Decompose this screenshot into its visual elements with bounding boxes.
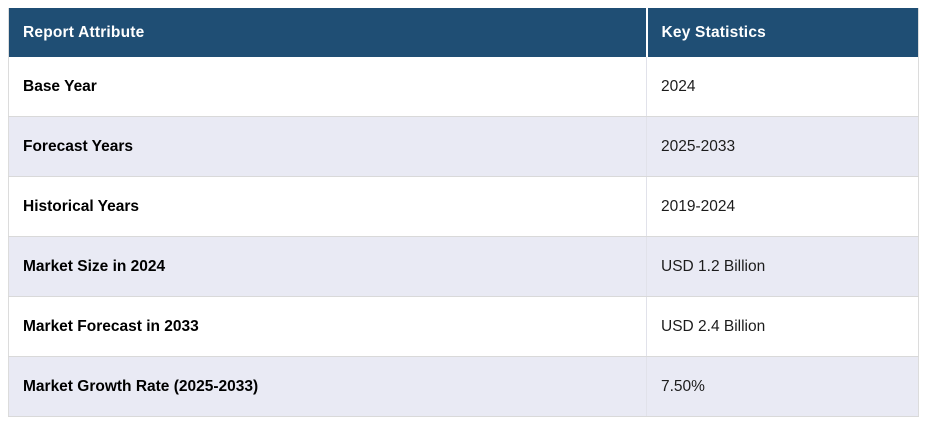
column-header-key-statistics: Key Statistics [645,8,919,57]
value-cell: USD 1.2 Billion [646,236,919,297]
table-row: Historical Years 2019-2024 [8,176,919,237]
attribute-cell: Forecast Years [8,116,647,177]
value-cell: 2019-2024 [646,176,919,237]
table-row: Base Year 2024 [8,57,919,117]
value-cell: 7.50% [646,356,919,417]
table-row: Forecast Years 2025-2033 [8,116,919,177]
table-row: Market Size in 2024 USD 1.2 Billion [8,236,919,297]
attribute-cell: Historical Years [8,176,647,237]
value-cell: 2024 [646,57,919,117]
attribute-cell: Market Forecast in 2033 [8,296,647,357]
table-row: Market Growth Rate (2025-2033) 7.50% [8,356,919,417]
value-cell: USD 2.4 Billion [646,296,919,357]
attribute-cell: Base Year [8,57,647,117]
attribute-cell: Market Growth Rate (2025-2033) [8,356,647,417]
table-row: Market Forecast in 2033 USD 2.4 Billion [8,296,919,357]
column-header-report-attribute: Report Attribute [8,8,647,57]
attribute-cell: Market Size in 2024 [8,236,647,297]
table-header-row: Report Attribute Key Statistics [8,8,919,57]
report-attributes-table: Report Attribute Key Statistics Base Yea… [8,8,919,417]
value-cell: 2025-2033 [646,116,919,177]
